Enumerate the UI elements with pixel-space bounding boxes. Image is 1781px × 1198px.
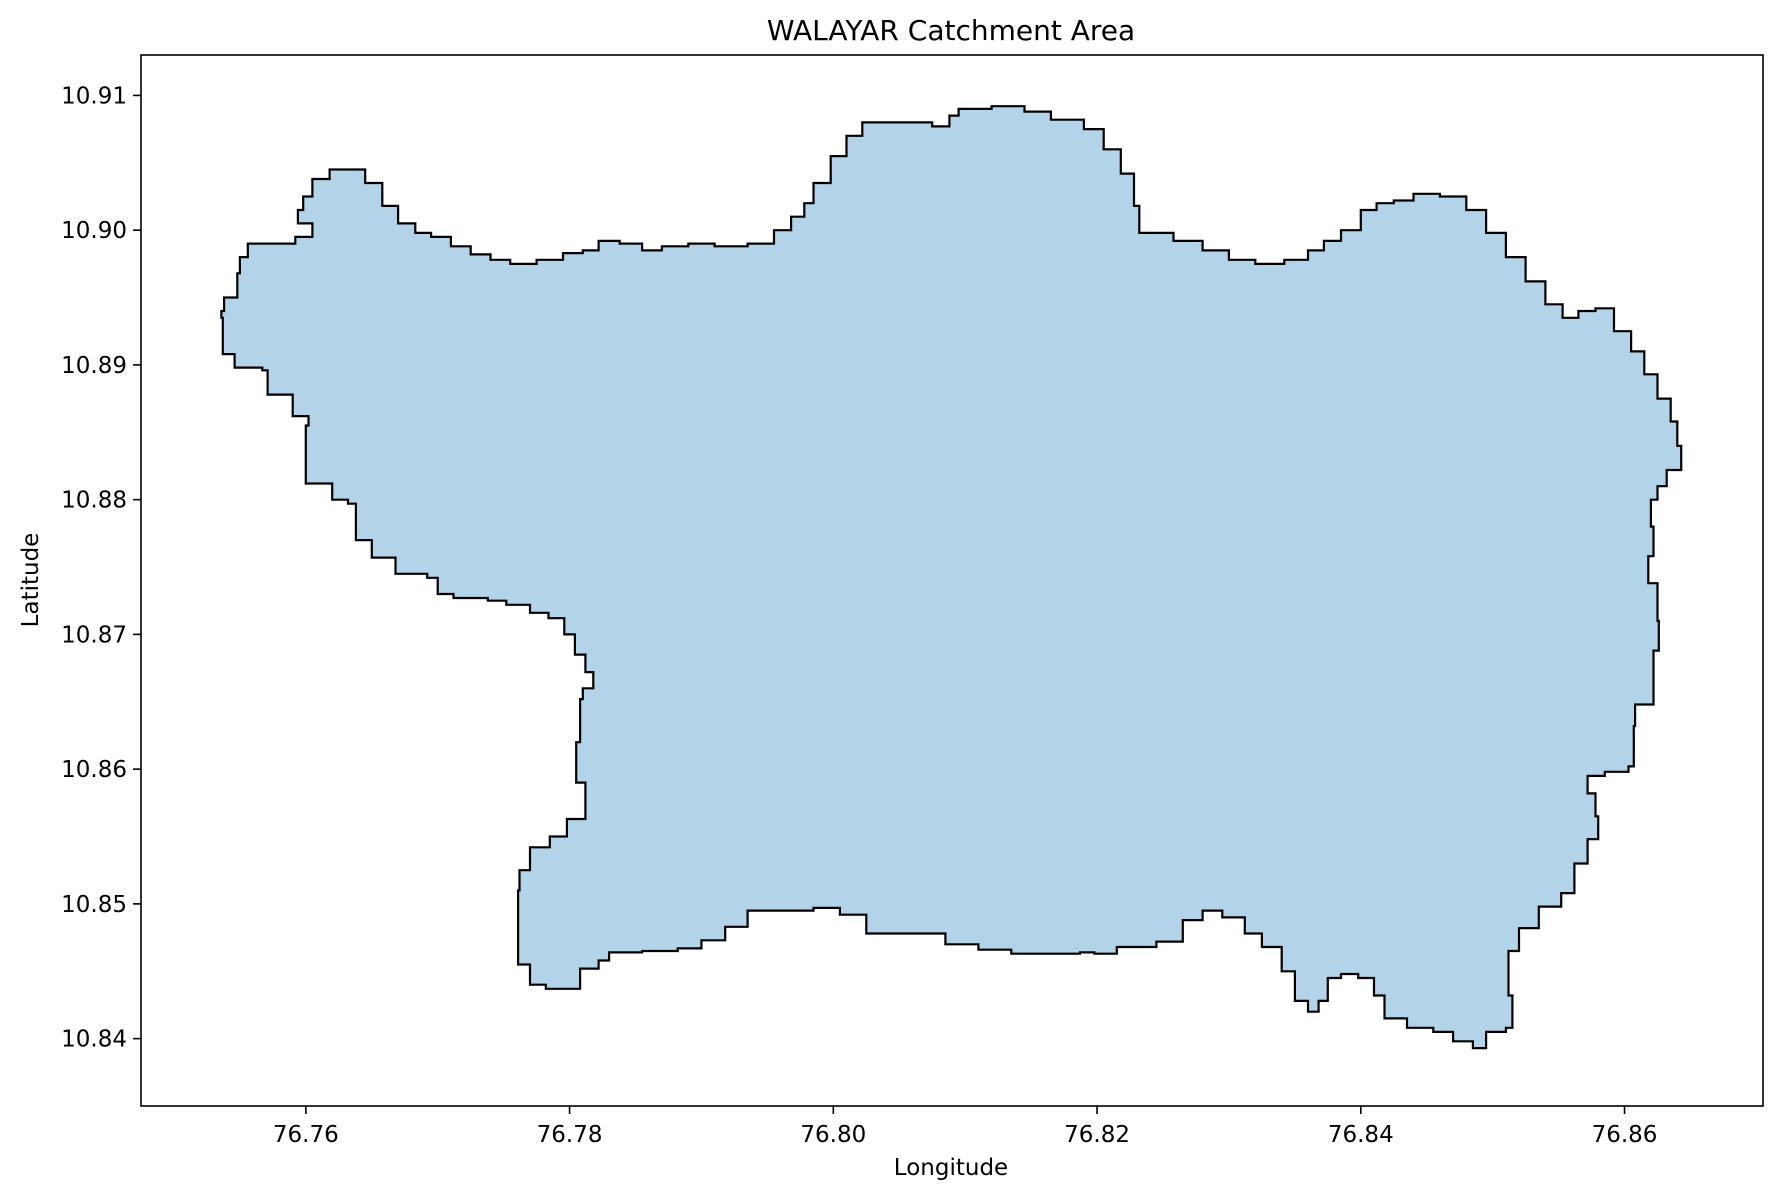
y-tick-label: 10.84 [61, 1027, 127, 1053]
x-tick-label: 76.82 [1064, 1122, 1130, 1148]
x-tick-label: 76.80 [800, 1122, 866, 1148]
y-tick-label: 10.87 [61, 622, 127, 648]
x-axis-ticks: 76.76 76.78 76.80 76.82 76.84 76.86 [273, 1106, 1658, 1148]
chart-title: WALAYAR Catchment Area [767, 14, 1135, 47]
x-axis-label: Longitude [894, 1155, 1008, 1181]
catchment-polygon [220, 105, 1683, 1050]
x-tick-label: 76.86 [1592, 1122, 1658, 1148]
plot-area [140, 54, 1764, 1107]
y-tick-label: 10.91 [61, 83, 127, 109]
y-tick-label: 10.88 [61, 488, 127, 514]
y-tick-label: 10.85 [61, 892, 127, 918]
x-tick-label: 76.78 [537, 1122, 603, 1148]
x-tick-label: 76.84 [1328, 1122, 1394, 1148]
y-axis-ticks: 10.84 10.85 10.86 10.87 10.88 10.89 10.90 10.91 [61, 83, 141, 1053]
y-tick-label: 10.90 [61, 218, 127, 244]
y-tick-label: 10.89 [61, 353, 127, 379]
axes-frame [140, 54, 1764, 1107]
y-tick-label: 10.86 [61, 757, 127, 783]
y-axis-label: Latitude [18, 533, 44, 628]
x-tick-label: 76.76 [273, 1122, 339, 1148]
